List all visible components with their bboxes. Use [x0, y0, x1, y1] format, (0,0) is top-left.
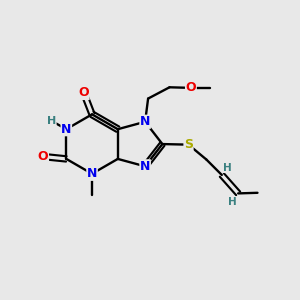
Text: O: O: [78, 86, 89, 99]
Text: H: H: [47, 116, 56, 126]
Text: H: H: [223, 163, 232, 172]
Text: N: N: [87, 167, 97, 180]
Text: N: N: [140, 115, 150, 128]
Text: N: N: [61, 123, 71, 136]
Text: N: N: [140, 160, 150, 173]
Text: H: H: [228, 197, 237, 207]
Text: O: O: [38, 150, 48, 163]
Text: S: S: [184, 138, 193, 151]
Text: O: O: [186, 81, 196, 94]
